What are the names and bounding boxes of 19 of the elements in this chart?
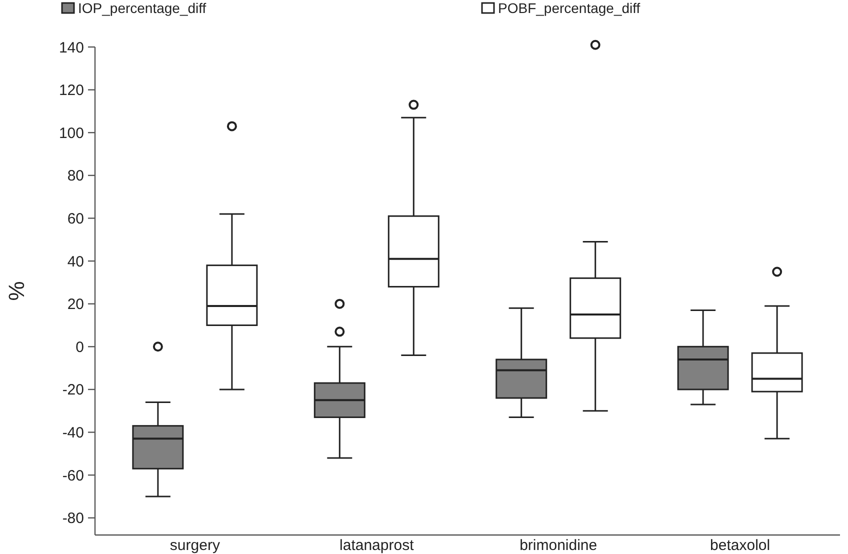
x-tick-label: surgery [170,537,220,554]
y-tick-label: -40 [62,424,84,442]
y-tick-label: -20 [62,382,84,399]
y-tick-label: 120 [58,82,84,100]
legend-label: POBF_percentage_diff [498,0,640,16]
x-tick-label: betaxolol [710,537,770,554]
y-axis-title: % [4,281,29,301]
y-tick-label: 20 [67,296,84,314]
y-tick-label: 100 [58,124,84,142]
legend-label: IOP_percentage_diff [78,0,206,16]
y-tick-label: 40 [67,253,84,270]
y-tick-label: -80 [62,510,84,528]
y-tick-label: 140 [58,39,84,56]
x-tick-label: brimonidine [520,537,598,554]
y-tick-label: 60 [67,210,84,228]
y-tick-label: 80 [67,168,84,185]
y-tick-label: -60 [62,467,84,484]
y-tick-label: 0 [76,338,84,356]
x-tick-label: latanaprost [340,537,415,554]
